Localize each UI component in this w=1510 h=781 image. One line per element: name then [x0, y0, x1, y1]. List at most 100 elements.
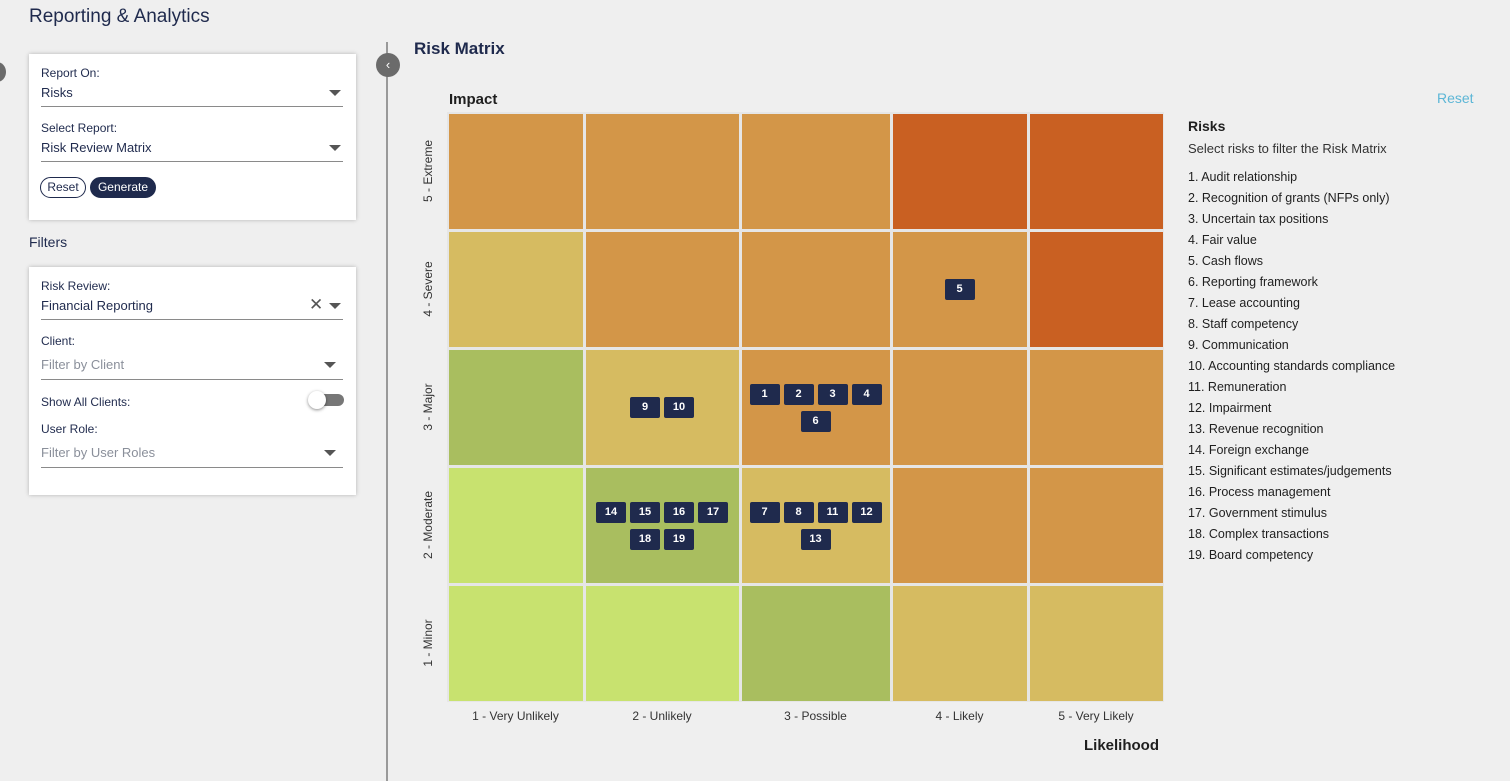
report-on-underline — [41, 106, 343, 107]
select-report-chevron-down-icon[interactable] — [329, 145, 341, 151]
sidebar-edge-handle[interactable] — [0, 62, 6, 82]
matrix-cell[interactable] — [893, 350, 1027, 465]
risk-list-item[interactable]: 13. Revenue recognition — [1188, 422, 1324, 436]
report-on-select[interactable]: Risks — [41, 85, 73, 100]
risk-chip[interactable]: 17 — [698, 501, 728, 523]
matrix-cell[interactable] — [742, 232, 890, 347]
show-all-clients-label: Show All Clients: — [41, 395, 131, 409]
risk-chip[interactable]: 4 — [851, 383, 882, 405]
matrix-cell[interactable] — [586, 114, 739, 229]
matrix-cell[interactable] — [742, 350, 890, 465]
likelihood-axis-title: Likelihood — [1084, 737, 1159, 754]
matrix-cell[interactable] — [586, 232, 739, 347]
show-all-clients-toggle[interactable] — [308, 391, 344, 409]
risk-list-item[interactable]: 9. Communication — [1188, 338, 1289, 352]
risks-title: Risks — [1188, 118, 1226, 134]
risk-list-item[interactable]: 18. Complex transactions — [1188, 527, 1330, 541]
matrix-cell[interactable] — [586, 468, 739, 583]
risk-list-item[interactable]: 11. Remuneration — [1188, 380, 1287, 394]
risk-chip[interactable]: 2 — [783, 383, 814, 405]
matrix-cell[interactable] — [742, 114, 890, 229]
matrix-cell[interactable] — [449, 232, 583, 347]
risk-list-item[interactable]: 3. Uncertain tax positions — [1188, 212, 1329, 226]
client-chevron-down-icon[interactable] — [324, 362, 336, 368]
risk-list-item[interactable]: 17. Government stimulus — [1188, 506, 1327, 520]
risk-list-item[interactable]: 1. Audit relationship — [1188, 170, 1298, 184]
risk-chip[interactable]: 14 — [596, 501, 626, 523]
client-select[interactable]: Filter by Client — [41, 357, 125, 372]
panel-title: Risk Matrix — [414, 39, 505, 58]
client-label: Client: — [41, 334, 76, 348]
risk-review-select[interactable]: Financial Reporting — [41, 298, 154, 313]
risks-subtitle: Select risks to filter the Risk Matrix — [1188, 141, 1387, 156]
risk-chip[interactable]: 3 — [817, 383, 848, 405]
risk-chip[interactable]: 11 — [817, 501, 848, 523]
risk-chip[interactable]: 13 — [800, 528, 831, 550]
impact-level-label: 4 - Severe — [421, 261, 435, 317]
risk-list-item[interactable]: 12. Impairment — [1188, 401, 1272, 415]
matrix-cell[interactable] — [1030, 232, 1163, 347]
clear-icon[interactable]: ✕ — [309, 295, 324, 314]
toggle-knob[interactable] — [308, 391, 326, 409]
risk-chip[interactable]: 6 — [800, 410, 831, 432]
matrix-cell[interactable] — [893, 468, 1027, 583]
reset-button[interactable]: Reset — [40, 177, 86, 198]
matrix-cell[interactable] — [449, 350, 583, 465]
risk-list-item[interactable]: 5. Cash flows — [1188, 254, 1264, 268]
filters-card: Risk Review: Financial Reporting ✕ Clien… — [29, 267, 356, 495]
risk-chip[interactable]: 7 — [749, 501, 780, 523]
matrix-cell[interactable] — [1030, 586, 1163, 701]
select-report-select[interactable]: Risk Review Matrix — [41, 140, 152, 155]
matrix-cell[interactable] — [893, 114, 1027, 229]
user-role-chevron-down-icon[interactable] — [324, 450, 336, 456]
risk-chip[interactable]: 5 — [944, 279, 975, 300]
collapse-sidebar-button[interactable]: ‹ — [376, 53, 400, 77]
risk-chip[interactable]: 12 — [851, 501, 882, 523]
matrix-cell[interactable] — [586, 586, 739, 701]
risk-chip[interactable]: 8 — [783, 501, 814, 523]
likelihood-level-label: 4 - Likely — [935, 709, 984, 723]
risk-review-chevron-down-icon[interactable] — [329, 303, 341, 309]
risk-list-item[interactable]: 8. Staff competency — [1188, 317, 1299, 331]
user-role-select[interactable]: Filter by User Roles — [41, 445, 156, 460]
risk-list-item[interactable]: 2. Recognition of grants (NFPs only) — [1188, 191, 1390, 205]
risk-list-item[interactable]: 15. Significant estimates/judgements — [1188, 464, 1392, 478]
risk-chip[interactable]: 18 — [630, 528, 660, 550]
matrix-cell[interactable] — [449, 586, 583, 701]
matrix-cell[interactable] — [449, 468, 583, 583]
risk-list-item[interactable]: 4. Fair value — [1188, 233, 1257, 247]
filters-heading: Filters — [29, 234, 68, 250]
matrix-cell[interactable] — [1030, 468, 1163, 583]
panel-divider — [386, 42, 388, 781]
likelihood-level-label: 3 - Possible — [784, 709, 847, 723]
risk-list-item[interactable]: 16. Process management — [1188, 485, 1331, 499]
select-report-underline — [41, 161, 343, 162]
risk-chip[interactable]: 9 — [630, 397, 660, 418]
risk-chip[interactable]: 1 — [749, 383, 780, 405]
risk-list-item[interactable]: 14. Foreign exchange — [1188, 443, 1309, 457]
reset-matrix-link[interactable]: Reset — [1437, 90, 1474, 106]
risk-chip[interactable]: 16 — [664, 501, 694, 523]
matrix-cell[interactable] — [742, 586, 890, 701]
risk-list-item[interactable]: 10. Accounting standards compliance — [1188, 359, 1396, 373]
generate-button[interactable]: Generate — [90, 177, 156, 198]
risk-chip[interactable]: 10 — [664, 397, 694, 418]
matrix-cell[interactable] — [1030, 350, 1163, 465]
risk-list-item[interactable]: 6. Reporting framework — [1188, 275, 1318, 289]
risk-chip[interactable]: 15 — [630, 501, 660, 523]
matrix-cell[interactable] — [586, 350, 739, 465]
likelihood-level-label: 1 - Very Unlikely — [472, 709, 559, 723]
risk-list-item[interactable]: 7. Lease accounting — [1188, 296, 1300, 310]
matrix-cell[interactable] — [893, 586, 1027, 701]
risk-review-underline — [41, 319, 343, 320]
matrix-cell[interactable] — [449, 114, 583, 229]
risks-list: 1. Audit relationship 2. Recognition of g… — [1188, 169, 1395, 568]
user-role-label: User Role: — [41, 422, 98, 436]
matrix-cell[interactable] — [742, 468, 890, 583]
user-role-underline — [41, 467, 343, 468]
impact-axis-title: Impact — [449, 91, 498, 108]
report-on-chevron-down-icon[interactable] — [329, 90, 341, 96]
matrix-cell[interactable] — [1030, 114, 1163, 229]
risk-chip[interactable]: 19 — [664, 528, 694, 550]
risk-list-item[interactable]: 19. Board competency — [1188, 548, 1314, 562]
